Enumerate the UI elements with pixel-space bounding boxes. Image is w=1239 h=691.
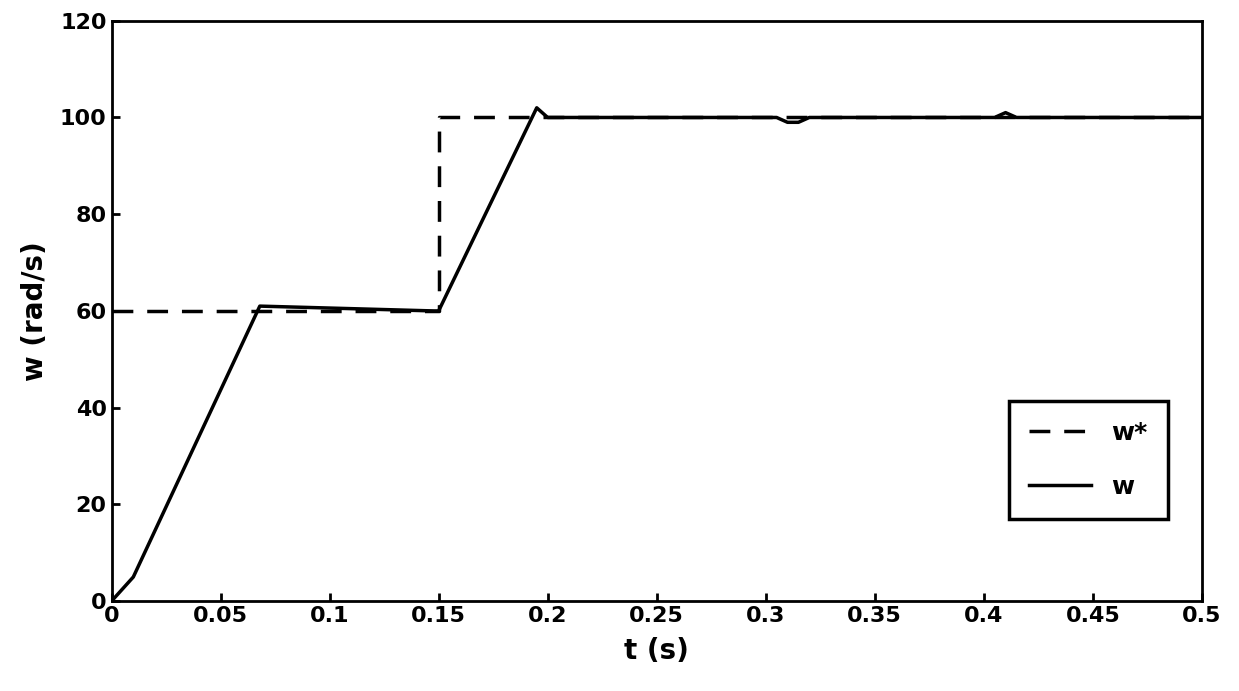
w [781,118,795,126]
w [999,108,1014,117]
w [529,104,544,112]
w [253,302,268,310]
w [426,307,441,315]
w [769,113,784,122]
w* [431,307,446,315]
w [104,597,119,605]
Y-axis label: w (rad/s): w (rad/s) [21,241,48,381]
w [987,113,1002,122]
w* [1194,113,1209,122]
Line: w: w [112,108,1202,601]
Line: w*: w* [112,117,1202,311]
w [1194,113,1209,122]
w [253,302,268,310]
X-axis label: t (s): t (s) [624,637,689,665]
w [540,113,555,122]
w [790,118,805,126]
w [126,573,141,581]
w* [104,307,119,315]
w [802,113,817,122]
w* [431,113,446,122]
w [1009,113,1023,122]
Legend: w*, w: w*, w [1009,401,1167,519]
w [431,307,446,315]
